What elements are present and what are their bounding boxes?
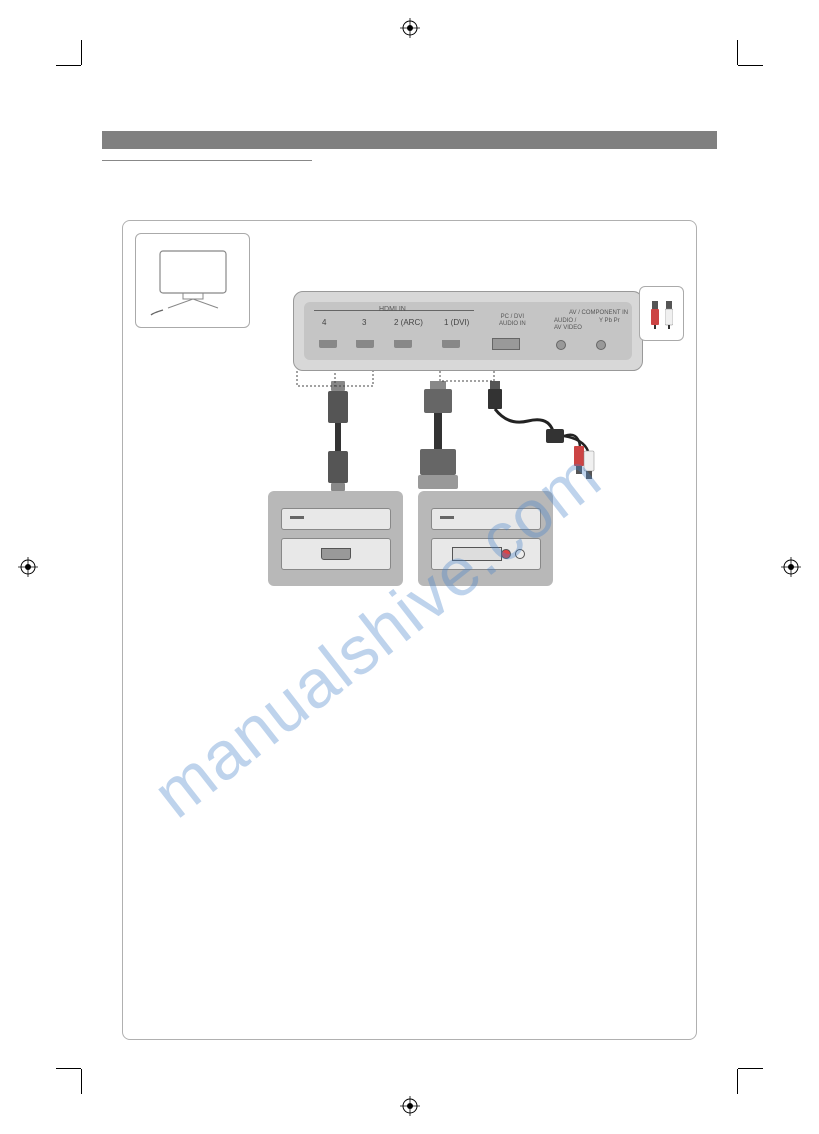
red-plug-icon	[651, 299, 659, 329]
dotted-line-dvi	[438, 371, 518, 391]
hdmi-port-4	[319, 340, 337, 348]
device-unit	[431, 508, 541, 530]
disc-slot-icon	[440, 516, 454, 524]
device-unit	[281, 538, 391, 570]
ypbpr-label: Y Pb Pr	[599, 318, 620, 324]
hdmi-device-box	[268, 491, 403, 586]
connection-diagram: HDMI IN 4 3 2 (ARC) 1 (DVI) PC / DVI AUD…	[122, 220, 697, 1040]
connector-detail	[639, 286, 684, 341]
hdmi-port-3	[356, 340, 374, 348]
rca-red-icon	[501, 549, 511, 559]
audio-label: AUDIO / AV VIDEO	[554, 318, 582, 331]
registration-mark-icon	[781, 557, 801, 577]
audio-in-port	[492, 338, 520, 350]
white-plug-icon	[665, 299, 673, 329]
disc-slot-icon	[290, 516, 304, 524]
crop-mark	[56, 65, 81, 66]
crop-mark	[81, 1069, 82, 1094]
tv-icon	[148, 243, 238, 318]
header-bar	[102, 131, 717, 149]
crop-mark	[738, 65, 763, 66]
crop-mark	[81, 40, 82, 65]
dvi-port-icon	[452, 547, 502, 561]
rca-port-1	[556, 340, 566, 350]
dotted-connection-lines	[295, 371, 455, 401]
port-3-label: 3	[362, 318, 366, 327]
hdmi-port-1	[442, 340, 460, 348]
port-4-label: 4	[322, 318, 326, 327]
device-unit	[281, 508, 391, 530]
dvi-device-box	[418, 491, 553, 586]
registration-mark-icon	[400, 18, 420, 38]
av-component-label: AV / COMPONENT IN	[569, 310, 628, 316]
rca-white-icon	[515, 549, 525, 559]
hdmi-port-2	[394, 340, 412, 348]
rca-ports	[501, 549, 525, 559]
page-content: HDMI IN 4 3 2 (ARC) 1 (DVI) PC / DVI AUD…	[82, 65, 737, 1069]
crop-mark	[737, 40, 738, 65]
rear-panel: HDMI IN 4 3 2 (ARC) 1 (DVI) PC / DVI AUD…	[293, 291, 643, 371]
section-underline	[102, 160, 312, 161]
registration-mark-icon	[400, 1096, 420, 1116]
tv-illustration	[135, 233, 250, 328]
crop-mark	[738, 1068, 763, 1069]
rca-port-2	[596, 340, 606, 350]
crop-mark	[737, 1069, 738, 1094]
device-unit	[431, 538, 541, 570]
crop-mark	[56, 1068, 81, 1069]
pc-dvi-label: PC / DVI AUDIO IN	[499, 314, 526, 327]
hdmi-in-label: HDMI IN	[379, 306, 406, 313]
hdmi-port-icon	[321, 548, 351, 560]
audio-cable-icon	[488, 381, 608, 491]
port-1-label: 1 (DVI)	[444, 318, 469, 327]
registration-mark-icon	[18, 557, 38, 577]
port-2-label: 2 (ARC)	[394, 318, 423, 327]
